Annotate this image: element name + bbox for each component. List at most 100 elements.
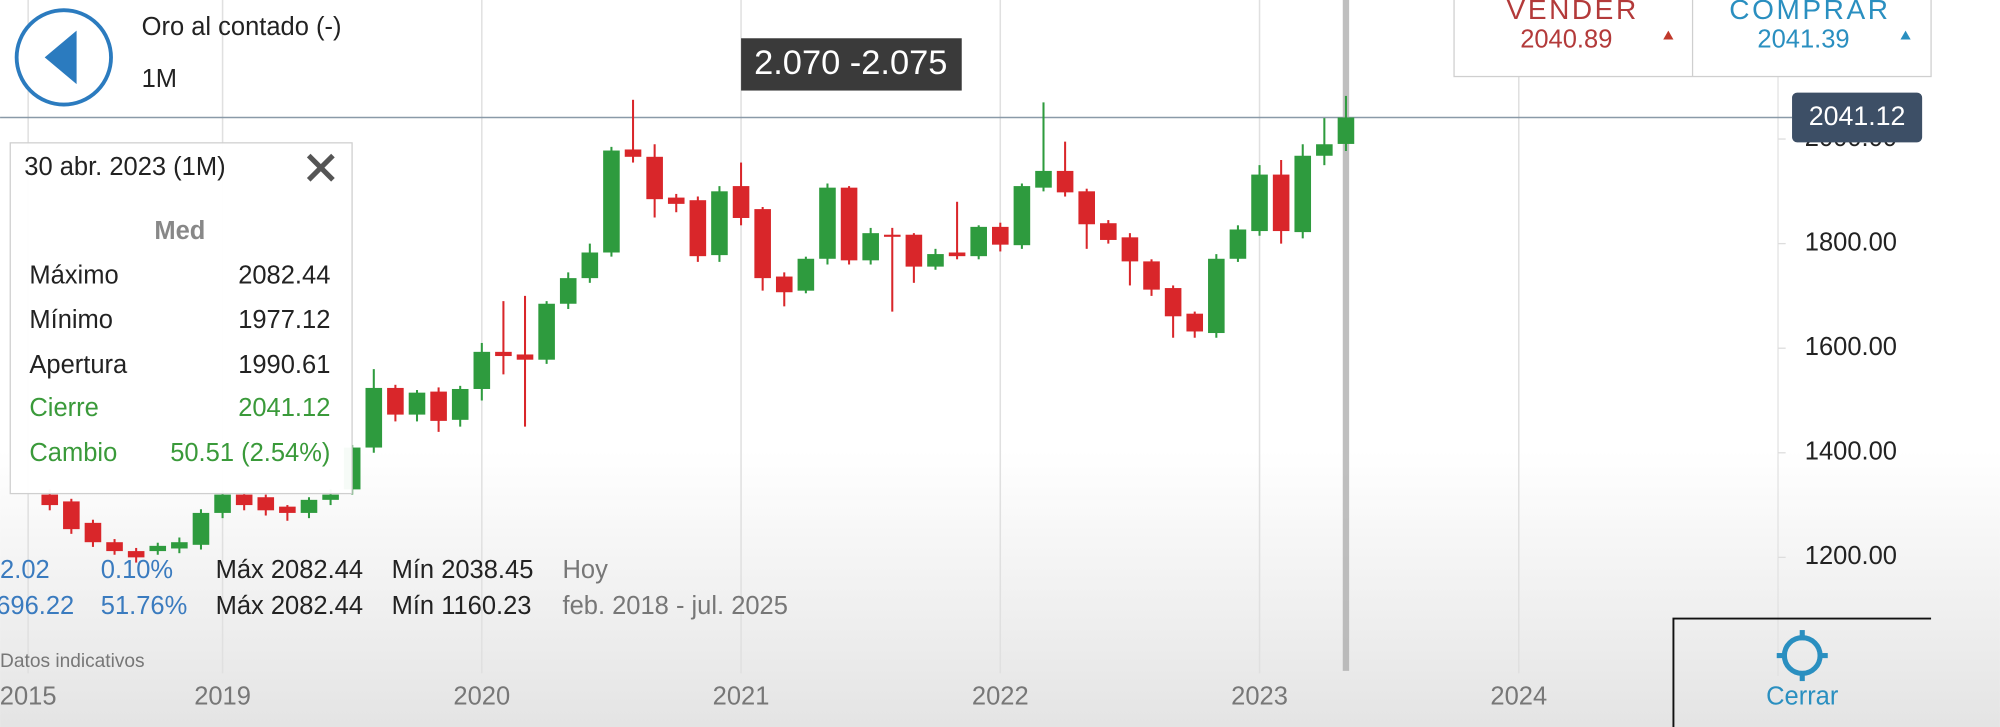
- buy-price: 2041.39: [1757, 26, 1849, 54]
- price-tag-label: 2041.12: [1809, 101, 1906, 131]
- candle-body: [1294, 155, 1312, 233]
- y-tick-label: 1400.00: [1805, 438, 1897, 466]
- candle-body: [1208, 258, 1225, 334]
- stat-change: 696.22: [0, 592, 74, 620]
- candle-body: [624, 149, 642, 157]
- candle-body: [927, 254, 944, 267]
- candle-body: [495, 351, 512, 357]
- row-value: 1977.12: [238, 306, 330, 334]
- candle-body: [862, 233, 879, 261]
- candle-body: [235, 494, 253, 506]
- buy-button[interactable]: COMPRAR 2041.39: [1729, 0, 1911, 54]
- tooltip-heading: Med: [154, 217, 205, 245]
- stat-period: Hoy: [563, 556, 609, 584]
- candle-body: [775, 276, 793, 293]
- candle-body: [1143, 261, 1160, 290]
- y-tick-label: 1600.00: [1805, 333, 1897, 361]
- x-tick-label: 2023: [1231, 682, 1288, 710]
- candle-body: [538, 303, 555, 360]
- tooltip-date: 30 abr. 2023 (1M): [24, 153, 225, 181]
- range-label: 2.070 -2.075: [754, 44, 947, 82]
- candle-body: [1229, 229, 1247, 259]
- row-label: Apertura: [29, 351, 128, 379]
- candle-body: [1337, 117, 1355, 144]
- candle-body: [970, 226, 987, 257]
- stat-period: feb. 2018 - jul. 2025: [563, 592, 788, 620]
- close-button[interactable]: Cerrar: [1672, 617, 1932, 727]
- candle-body: [1251, 174, 1268, 232]
- candle-body: [905, 234, 923, 267]
- candle-body: [797, 258, 815, 291]
- stat-percent: 0.10%: [101, 556, 173, 584]
- sell-price: 2040.89: [1520, 26, 1612, 54]
- candle-body: [603, 150, 620, 253]
- candle-body: [387, 387, 404, 415]
- tooltip-close[interactable]: [306, 153, 335, 182]
- candle-body: [711, 191, 728, 256]
- candle-body: [1164, 288, 1182, 317]
- stat-min: Mín 1160.23: [392, 592, 532, 620]
- footnote: Datos indicativos: [0, 651, 145, 672]
- x-tick-label: 2024: [1490, 682, 1547, 710]
- candle-body: [84, 522, 102, 543]
- candle-body: [1035, 170, 1052, 188]
- candle-body: [171, 542, 188, 549]
- candle-body: [559, 278, 577, 304]
- sell-label: VENDER: [1507, 0, 1639, 25]
- row-value: 50.51 (2.54%): [170, 439, 330, 467]
- x-tick-label: 2019: [194, 682, 251, 710]
- instrument-title: Oro al contado (-): [142, 13, 342, 41]
- row-label: Cambio: [29, 439, 117, 467]
- y-tick-label: 1200.00: [1805, 542, 1897, 570]
- candle-body: [1186, 313, 1204, 332]
- period: 1M: [142, 65, 177, 93]
- candle-body: [883, 234, 901, 237]
- candle-body: [257, 497, 275, 511]
- candle-body: [1316, 144, 1333, 156]
- stat-min: Mín 2038.45: [392, 556, 534, 584]
- candle-body: [581, 252, 599, 279]
- candle-body: [408, 392, 426, 415]
- plot: 2015 2019 2020 2021 2022 2023 2024 1200.00 1400.…: [0, 0, 1897, 710]
- candle-body: [819, 187, 836, 259]
- candle-body: [41, 494, 59, 506]
- candle-body: [192, 512, 210, 545]
- row-label: Máximo: [29, 262, 118, 290]
- candle-body: [1121, 237, 1139, 262]
- stat-percent: 51.76%: [101, 592, 188, 620]
- back-button[interactable]: [14, 8, 113, 107]
- candle-body: [473, 351, 491, 389]
- candle-body: [948, 252, 966, 257]
- row-value: 1990.61: [238, 351, 330, 379]
- candle-body: [451, 388, 469, 420]
- candle-body: [430, 391, 447, 421]
- quote-panel: [1453, 0, 1932, 78]
- candle-body: [149, 545, 167, 552]
- stat-change: 2.02: [0, 556, 50, 584]
- range-box: [741, 38, 962, 91]
- tooltip: 30 abr. 2023 (1M) Med Máximo 2082.44 Mín…: [9, 142, 353, 495]
- row-value: 2041.12: [238, 394, 330, 422]
- y-tick-label: 1800.00: [1805, 228, 1897, 256]
- candle-body: [279, 506, 296, 513]
- candle-body: [840, 187, 858, 261]
- x-tick-label: 2015: [0, 682, 57, 710]
- candle-body: [1056, 170, 1074, 193]
- sell-button[interactable]: VENDER 2040.89: [1507, 0, 1674, 54]
- candle-body: [1078, 191, 1095, 225]
- buy-label: COMPRAR: [1729, 0, 1890, 25]
- stat-max: Máx 2082.44: [216, 556, 363, 584]
- price-tag: 2041.12: [1792, 92, 1923, 143]
- row-label: Mínimo: [29, 306, 113, 334]
- candle-body: [754, 209, 771, 279]
- candle-body: [1013, 186, 1031, 246]
- candle-body: [300, 499, 318, 513]
- stats: 2.02 0.10% Máx 2082.44 Mín 2038.45 Hoy 6…: [0, 556, 788, 620]
- candle-body: [667, 197, 685, 204]
- x-tick-label: 2020: [453, 682, 510, 710]
- candle-body: [63, 501, 80, 530]
- row-label: Cierre: [29, 394, 98, 422]
- candle-body: [689, 200, 707, 257]
